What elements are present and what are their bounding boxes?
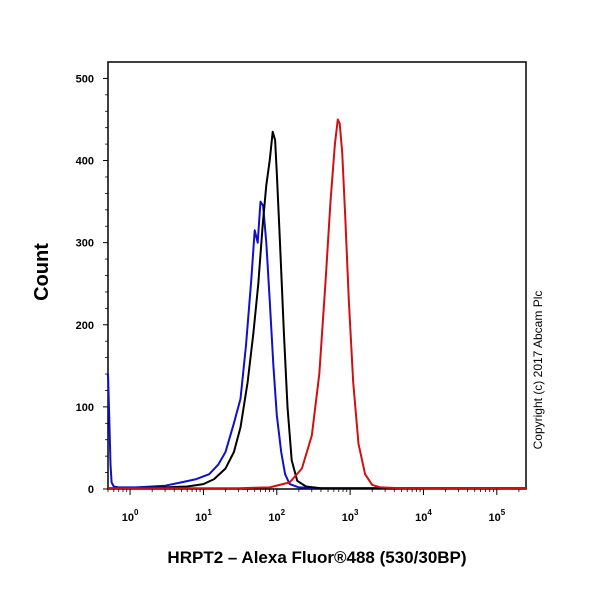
x-tick-label: 102 — [268, 508, 285, 524]
y-tick-label: 200 — [76, 320, 94, 332]
series-curves — [107, 118, 526, 490]
x-tick-label: 100 — [122, 508, 139, 524]
x-tick-label: 105 — [488, 508, 505, 524]
series-line-2 — [108, 130, 526, 490]
copyright-annotation: Copyright (c) 2017 Abcam Plc — [531, 291, 545, 450]
y-axis: 0 100 200 300 400 500 — [76, 73, 108, 496]
x-axis-label: HRPT2 – Alexa Fluor®488 (530/30BP) — [167, 548, 466, 567]
x-axis: 100 101 102 103 104 105 — [107, 489, 520, 524]
y-tick-label: 100 — [76, 402, 94, 414]
y-tick-label: 300 — [76, 238, 94, 250]
y-tick-label: 500 — [76, 73, 94, 85]
y-tick-label: 400 — [76, 156, 94, 168]
plot-frame — [107, 61, 527, 490]
series-line-3 — [108, 118, 526, 490]
y-axis-label: Count — [31, 243, 53, 301]
y-tick-label: 0 — [88, 484, 94, 496]
x-tick-label: 104 — [415, 508, 432, 524]
x-tick-label: 103 — [342, 508, 359, 524]
x-tick-label: 101 — [195, 508, 212, 524]
series-line-1 — [107, 200, 526, 490]
